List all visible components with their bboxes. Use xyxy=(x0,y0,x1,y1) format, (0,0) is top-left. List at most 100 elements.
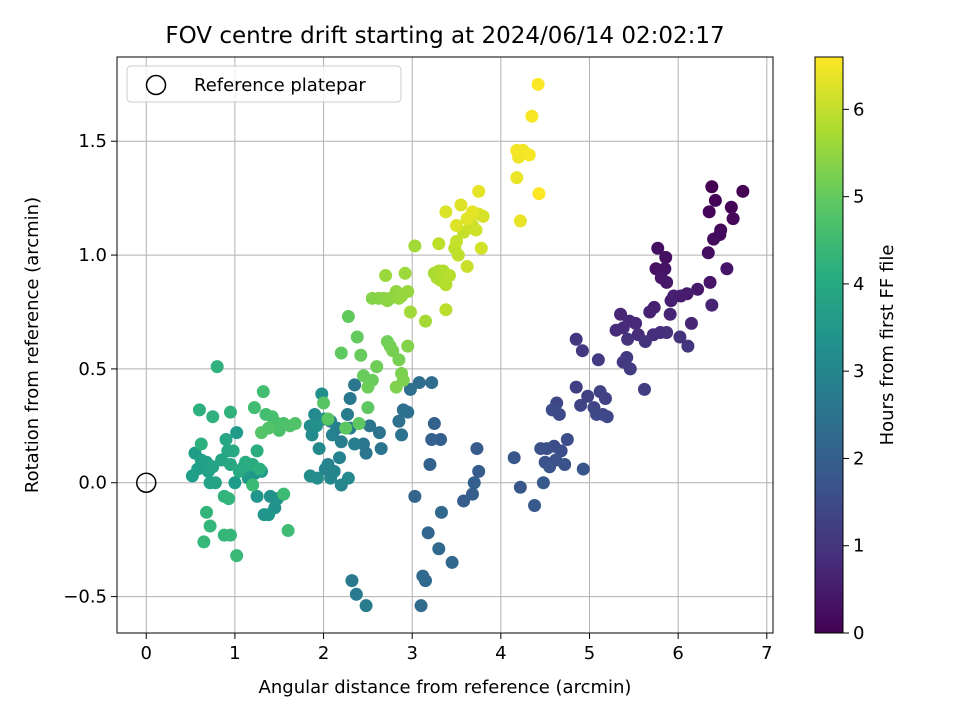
data-point xyxy=(288,417,302,431)
data-point xyxy=(321,412,335,426)
y-tick-label: 1.0 xyxy=(78,245,107,266)
data-point xyxy=(374,442,388,456)
data-point xyxy=(310,471,324,485)
data-point xyxy=(408,239,422,253)
data-point xyxy=(673,330,687,344)
data-point xyxy=(638,335,652,349)
data-point xyxy=(200,505,214,519)
data-point xyxy=(600,410,614,424)
data-point xyxy=(720,262,734,276)
data-point xyxy=(528,499,542,513)
data-point xyxy=(510,143,524,157)
data-point xyxy=(379,269,393,283)
data-point xyxy=(192,403,206,417)
data-point xyxy=(558,458,572,472)
data-point xyxy=(545,403,559,417)
data-point xyxy=(510,171,524,185)
data-point xyxy=(254,426,268,440)
data-point xyxy=(206,410,220,424)
data-point xyxy=(421,526,435,540)
data-point xyxy=(525,109,539,123)
data-point xyxy=(194,437,208,451)
y-tick-label: 1.5 xyxy=(78,131,107,152)
data-point xyxy=(418,574,432,588)
data-point xyxy=(507,451,521,465)
data-point xyxy=(660,275,674,289)
data-point xyxy=(702,205,716,219)
data-point xyxy=(451,248,465,262)
data-point xyxy=(651,241,665,255)
data-point xyxy=(643,305,657,319)
data-point xyxy=(389,380,403,394)
data-point xyxy=(348,378,362,392)
data-point xyxy=(403,305,417,319)
data-point xyxy=(460,259,474,273)
data-point xyxy=(576,462,590,476)
data-point xyxy=(392,353,406,367)
data-point xyxy=(534,442,548,456)
data-point xyxy=(574,398,588,412)
data-point xyxy=(210,360,224,374)
colorbar-tick-label: 2 xyxy=(853,448,864,469)
data-point xyxy=(343,392,357,406)
data-point xyxy=(598,392,612,406)
data-point xyxy=(361,401,375,415)
data-point xyxy=(345,574,359,588)
data-point xyxy=(414,599,428,613)
data-point xyxy=(223,528,237,542)
data-point xyxy=(575,344,589,358)
data-point xyxy=(705,298,719,312)
data-point xyxy=(395,428,409,442)
data-point xyxy=(522,148,536,162)
data-point xyxy=(659,250,673,264)
data-point xyxy=(425,432,439,446)
data-point xyxy=(423,458,437,472)
data-point xyxy=(476,209,490,223)
data-point xyxy=(726,212,740,226)
data-point xyxy=(442,269,456,283)
data-point xyxy=(513,214,527,228)
x-tick-label: 3 xyxy=(406,643,417,664)
y-axis-label: Rotation from reference (arcmin) xyxy=(22,197,43,493)
data-point xyxy=(312,442,326,456)
y-axis: −0.5 0.0 0.5 1.0 1.5 xyxy=(63,131,117,608)
data-point xyxy=(637,382,651,396)
legend-marker xyxy=(145,74,167,96)
x-axis: 0 1 2 3 4 5 6 7 xyxy=(141,633,773,664)
x-tick-label: 5 xyxy=(584,643,595,664)
data-point xyxy=(664,294,678,308)
data-point xyxy=(348,437,362,451)
data-point xyxy=(614,307,628,321)
data-point xyxy=(352,417,366,431)
colorbar-ticks: 0 1 2 3 4 5 6 xyxy=(843,99,864,644)
data-point xyxy=(469,223,483,237)
data-point xyxy=(223,405,237,419)
data-point xyxy=(621,332,635,346)
data-point xyxy=(591,353,605,367)
data-point xyxy=(230,549,244,563)
data-point xyxy=(334,435,348,449)
data-point xyxy=(450,234,464,248)
data-point xyxy=(203,519,217,533)
data-point xyxy=(660,325,674,339)
data-point xyxy=(736,184,750,198)
data-point xyxy=(197,535,211,549)
data-point xyxy=(701,246,715,260)
data-point xyxy=(684,316,698,330)
data-point xyxy=(703,275,717,289)
x-axis-label: Angular distance from reference (arcmin) xyxy=(259,677,632,698)
data-point xyxy=(708,193,722,207)
data-point xyxy=(401,339,415,353)
data-point xyxy=(246,478,260,492)
data-point xyxy=(454,198,468,212)
data-point xyxy=(401,405,415,419)
grid-lines xyxy=(117,57,773,633)
data-point xyxy=(427,417,441,431)
data-point xyxy=(432,542,446,556)
data-point xyxy=(401,284,415,298)
data-point xyxy=(339,421,353,435)
data-point xyxy=(253,462,267,476)
data-point xyxy=(359,446,373,460)
